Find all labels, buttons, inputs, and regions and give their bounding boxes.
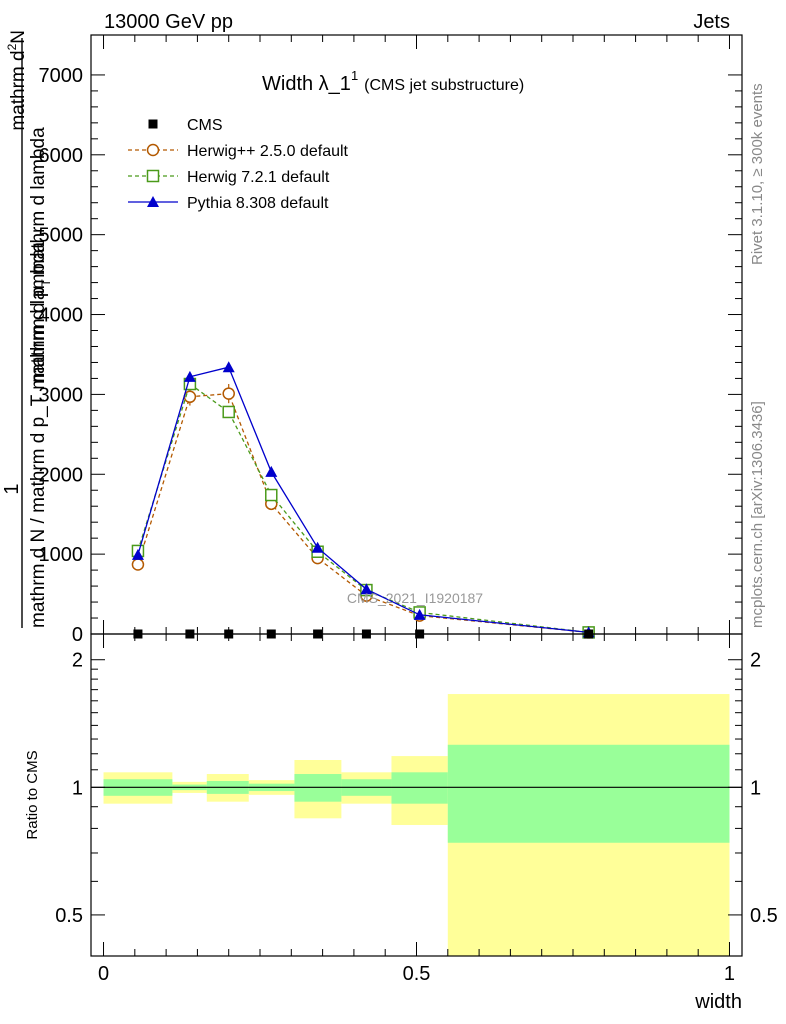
- legend-label: Pythia 8.308 default: [187, 195, 329, 212]
- legend-entry: Pythia 8.308 default: [128, 195, 329, 212]
- pythia-data-point: [183, 370, 196, 382]
- ratio-y-tick-label-right: 1: [750, 777, 761, 799]
- ratio-ylabel: Ratio to CMS: [24, 750, 41, 839]
- legend-label: Herwig++ 2.5.0 default: [187, 143, 349, 160]
- y-tick-label: 5000: [39, 225, 84, 247]
- y-label-sub: mathrm d pTmathrm d lambda: [28, 127, 53, 383]
- x-tick-label: 0: [98, 963, 109, 985]
- y-label-denominator: mathrm d N / mathrm d p_T mathrm d lambd…: [28, 241, 49, 628]
- y-tick-label: 4000: [39, 305, 84, 327]
- ratio-y-tick-label: 1: [72, 777, 83, 799]
- cms-data-point: [148, 119, 158, 129]
- legend-entry: Herwig 7.2.1 default: [128, 169, 330, 186]
- y-label-main-prefix: mathrm d: [8, 50, 29, 130]
- herwigpp-data-point: [146, 143, 160, 157]
- y-tick-label: 2000: [39, 464, 84, 486]
- y-axis-label: 1 mathrm d2N mathrm d pTmathrm d lambda …: [1, 30, 53, 628]
- herwigpp-data-point: [222, 387, 235, 400]
- ratio-y-tick-label: 2: [72, 650, 83, 672]
- rivet-label: Rivet 3.1.10, ≥ 300k events: [749, 83, 766, 265]
- x-tick-label: 0.5: [403, 963, 431, 985]
- y-label-main-suffix: N: [8, 30, 29, 44]
- ratio-y-tick-label-right: 2: [750, 650, 761, 672]
- legend-entry: Herwig++ 2.5.0 default: [128, 143, 349, 160]
- header-right: Jets: [693, 11, 730, 33]
- ratio-bands: [91, 694, 742, 956]
- y-label-numerator: 1: [1, 483, 23, 494]
- pythia-data-point: [131, 548, 144, 560]
- y-label-main-sup: 2: [5, 43, 19, 50]
- ratio-frame: [90, 633, 743, 957]
- y-tick-label: 6000: [39, 145, 84, 167]
- series-line: [137, 382, 589, 634]
- series-line: [137, 366, 589, 634]
- x-axis-label: width: [694, 991, 742, 1013]
- chart-title-sup: 1: [351, 68, 358, 83]
- legend: CMS Herwig++ 2.5.0 default Herwig 7.2.1 de…: [128, 117, 349, 212]
- y-tick-label: 0: [72, 624, 83, 646]
- watermark: CMS_2021_I1920187: [347, 590, 483, 606]
- x-tick-label: 1: [724, 963, 735, 985]
- y-label-sub-t: T: [39, 279, 53, 287]
- chart-title-main: Width λ_1: [262, 73, 351, 95]
- main-series-layer: [131, 361, 595, 639]
- main-y-ticks: 0 1000 2000 3000 4000 5000 6000 7000: [39, 35, 742, 646]
- herwig7-data-point: [222, 405, 235, 419]
- ratio-plot: 0.5 0.51 12 2 Ratio to CMS 0 0.5 1 width: [24, 633, 778, 1013]
- y-tick-label: 3000: [39, 384, 84, 406]
- y-label-main: mathrm d2N: [5, 30, 29, 131]
- legend-label: CMS: [187, 117, 223, 134]
- y-tick-label: 7000: [39, 65, 84, 87]
- green-uncertainty-band: [391, 772, 448, 804]
- ratio-y-tick-label: 0.5: [55, 905, 83, 927]
- green-uncertainty-band: [447, 744, 730, 843]
- main-plot: 0 1000 2000 3000 4000 5000 6000 7000 CMS_2021_I…: [1, 30, 743, 646]
- chart-title: Width λ_11 (CMS jet substructure): [262, 68, 524, 95]
- pythia-data-point: [222, 361, 235, 373]
- chart-title-suffix: (CMS jet substructure): [364, 77, 524, 94]
- y-label-sub-prefix: mathrm d p: [28, 287, 49, 383]
- herwigpp-data-point: [131, 558, 145, 571]
- ratio-y-tick-label-right: 0.5: [750, 905, 778, 927]
- y-label-sub-suffix: mathrm d lambda: [28, 127, 49, 275]
- pythia-data-point: [147, 196, 159, 207]
- x-tick-labels: 0 0.5 1: [98, 963, 735, 985]
- mcplots-label: mcplots.cern.ch [arXiv:1306.3436]: [749, 401, 766, 628]
- pythia-data-point: [360, 583, 373, 595]
- ratio-ticks: 0.5 0.5 1 1 2 2: [55, 634, 778, 956]
- herwig7-data-point: [265, 488, 278, 502]
- pythia-data-point: [265, 465, 278, 477]
- pythia-data-point: [311, 541, 324, 553]
- header-left: 13000 GeV pp: [104, 11, 233, 33]
- pythia-data-point: [413, 608, 426, 620]
- herwig7-data-point: [146, 169, 160, 183]
- y-tick-label: 1000: [39, 544, 84, 566]
- series-line: [137, 392, 589, 634]
- legend-entry: CMS: [148, 117, 223, 134]
- legend-label: Herwig 7.2.1 default: [187, 169, 330, 186]
